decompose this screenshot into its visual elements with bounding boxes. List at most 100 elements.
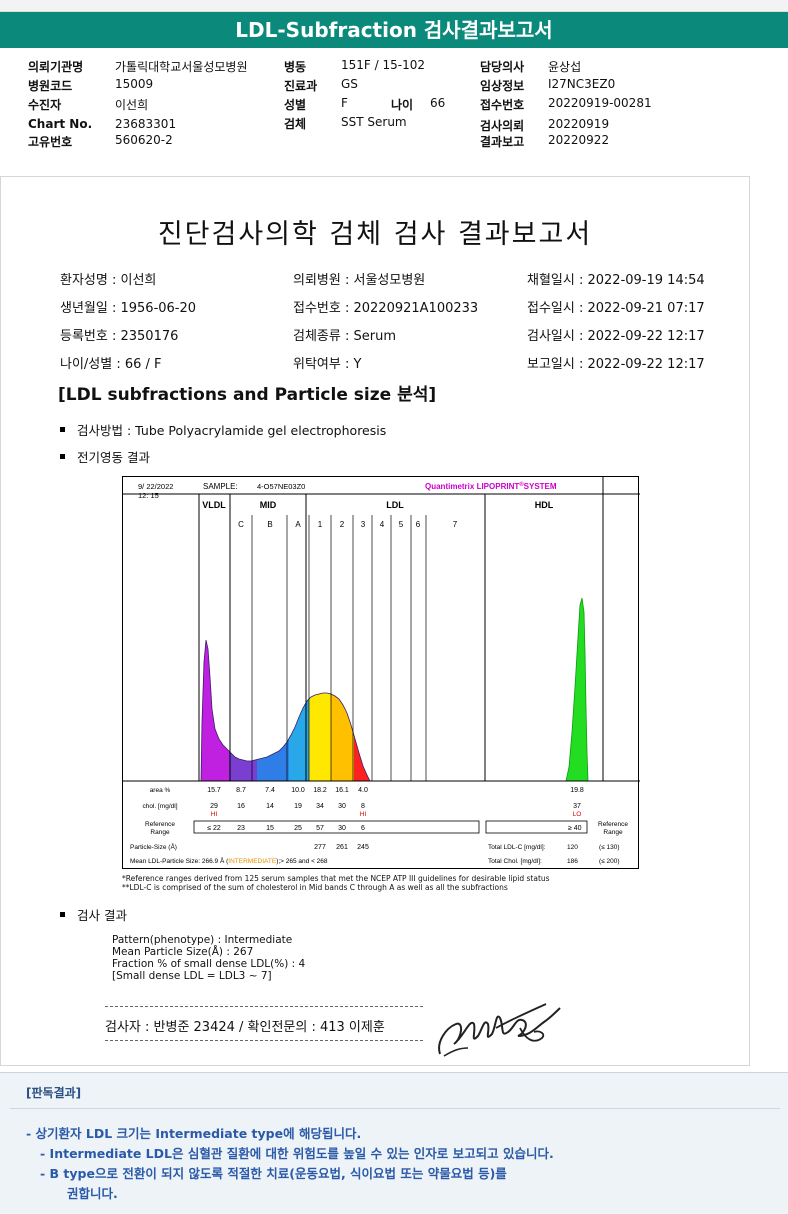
hdl-ref-box <box>485 820 588 834</box>
header-value: 윤상섭 <box>548 60 582 74</box>
patient-field: 위탁여부 : Y <box>293 357 362 372</box>
ref-value: 25 <box>294 825 302 832</box>
hi-flag: HI <box>360 811 367 818</box>
header-label: 고유번호 <box>28 135 73 149</box>
header-value: 가톨릭대학교서울성모병원 <box>115 60 248 74</box>
band-label: 1 <box>318 520 323 529</box>
header-value: 20220919-00281 <box>548 96 652 110</box>
interpretation-line: - Intermediate LDL은 심혈관 질환에 대한 위험도를 높일 수… <box>40 1146 554 1161</box>
patient-field: 의뢰병원 : 서울성모병원 <box>293 273 426 288</box>
group-label: HDL <box>535 500 554 510</box>
chol-value: 34 <box>316 803 324 810</box>
header-label: 검체 <box>284 117 307 131</box>
header-value: F <box>341 96 348 110</box>
electro-heading-text: 전기영동 결과 <box>77 450 150 465</box>
vldl-peak <box>201 640 229 781</box>
header-label: 병원코드 <box>28 79 73 93</box>
area-value: 7.4 <box>265 787 275 794</box>
chart-time: 12: 15 <box>138 491 159 500</box>
header-value: 23683301 <box>115 117 177 131</box>
header-value: I27NC3EZ0 <box>548 77 616 91</box>
area-value: 8.7 <box>236 787 246 794</box>
patient-field: 접수일시 : 2022-09-21 07:17 <box>527 301 705 316</box>
header-label: 수진자 <box>28 98 62 112</box>
header-label: 의뢰기관명 <box>28 60 84 74</box>
signature-line: 검사자 : 반병준 23424 / 확인전문의 : 413 이제훈 <box>105 1020 385 1035</box>
row-label: Reference <box>145 821 175 828</box>
header-label: 나이 <box>391 98 414 112</box>
row-label: area % <box>150 787 171 794</box>
ldl3-band <box>354 735 371 781</box>
ref-right-label: Reference <box>598 821 628 828</box>
total-ldl-label: Total LDL-C [mg/dl]: <box>488 844 546 851</box>
header-value: 20220922 <box>548 133 610 147</box>
interpretation-heading: [판독결과] <box>26 1086 82 1100</box>
method-line: 검사방법 : Tube Polyacrylamide gel electroph… <box>60 420 386 439</box>
result-line: Fraction % of small dense LDL(%) : 4 <box>112 958 306 970</box>
group-label: LDL <box>386 500 404 510</box>
mid-c-band <box>229 751 257 781</box>
row-label: Particle-Size (Å) <box>130 842 177 851</box>
band-label: 3 <box>361 520 366 529</box>
patient-field: 채혈일시 : 2022-09-19 14:54 <box>527 273 705 288</box>
band-label: 2 <box>340 520 345 529</box>
report-title-bar: LDL-Subfraction 검사결과보고서 <box>0 12 788 48</box>
row-label: chol. [mg/dl] <box>142 803 177 810</box>
chol-value: 30 <box>338 803 346 810</box>
result-line: [Small dense LDL = LDL3 ~ 7] <box>112 970 272 982</box>
divider <box>10 1108 780 1109</box>
particle-size-value: 277 <box>314 844 326 851</box>
header-label: 진료과 <box>284 79 318 93</box>
area-value: 18.2 <box>313 787 327 794</box>
mid-a-band <box>289 699 309 781</box>
curve-outline <box>200 639 371 782</box>
interpretation-panel <box>0 1072 788 1214</box>
hi-flag: HI <box>211 811 218 818</box>
group-label: MID <box>260 500 277 510</box>
chart-notes: *Reference ranges derived from 125 serum… <box>122 874 550 892</box>
section-heading: [LDL subfractions and Particle size 분석] <box>58 385 437 405</box>
band-label: 7 <box>453 520 458 529</box>
band-fills <box>200 597 589 782</box>
band-label: C <box>238 520 244 529</box>
band-label: 5 <box>399 520 404 529</box>
chol-value: 8 <box>361 803 365 810</box>
ref-value: 23 <box>237 825 245 832</box>
divider <box>105 1040 423 1041</box>
hdl-chol-value: 37 <box>573 803 581 810</box>
ref-value: 6 <box>361 825 365 832</box>
brand-name: Quantimetrix LIPOPRINT®SYSTEM <box>425 481 557 491</box>
chol-value: 29 <box>210 803 218 810</box>
group-label: VLDL <box>202 500 226 510</box>
header-label: 검사의뢰 <box>480 119 525 133</box>
electro-heading: 전기영동 결과 <box>60 447 150 466</box>
header-value: 66 <box>430 96 446 110</box>
band-label: A <box>295 520 301 529</box>
chart-date: 9/ 22/2022 <box>138 482 173 491</box>
patient-field: 접수번호 : 20220921A100233 <box>293 301 479 316</box>
header-value: 20220919 <box>548 117 610 131</box>
result-line: Pattern(phenotype) : Intermediate <box>112 934 293 946</box>
divider <box>105 1006 423 1007</box>
header-label: 병동 <box>284 60 307 74</box>
band-label: B <box>267 520 272 529</box>
total-chol-label: Total Chol. [mg/dl]: <box>488 858 542 865</box>
lo-flag: LO <box>573 811 582 818</box>
header-label: 담당의사 <box>480 60 525 74</box>
header-value: 560620-2 <box>115 133 173 147</box>
method-text: 검사방법 : Tube Polyacrylamide gel electroph… <box>77 423 387 438</box>
chol-value: 19 <box>294 803 302 810</box>
band-label: 6 <box>416 520 421 529</box>
sample-label: SAMPLE: <box>203 482 238 491</box>
result-heading-text: 검사 결과 <box>77 908 127 923</box>
header-label: 임상정보 <box>480 79 525 93</box>
ref-value: 15 <box>266 825 274 832</box>
header-value: 이선희 <box>115 98 149 112</box>
band-label: 4 <box>380 520 385 529</box>
grid-lines <box>123 477 640 834</box>
mean-size-line: Mean LDL-Particle Size: 266.9 Å (INTERME… <box>130 856 328 865</box>
result-heading: 검사 결과 <box>60 905 127 924</box>
patient-field: 나이/성별 : 66 / F <box>60 357 162 372</box>
note-line: *Reference ranges derived from 125 serum… <box>122 874 550 883</box>
